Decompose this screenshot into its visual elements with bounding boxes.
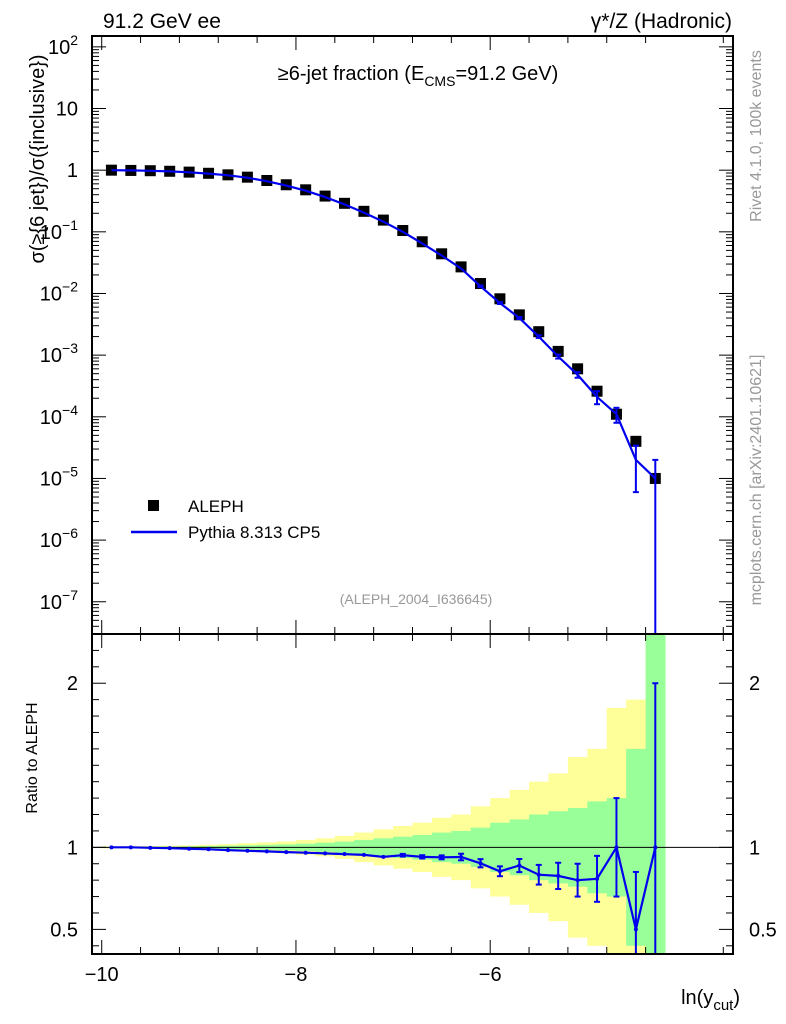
y-tick-label: 102	[48, 32, 78, 59]
pythia-line	[111, 169, 657, 480]
aleph-data-point	[494, 293, 506, 305]
ratio-y-tick-label-right: 2	[749, 673, 760, 695]
main-y-axis-label: σ(≥{6 jet})/σ({inclusive})	[27, 54, 49, 263]
legend-aleph-marker	[148, 500, 159, 511]
aleph-data-point	[630, 435, 642, 447]
ratio-y-tick-label: 2	[67, 673, 78, 695]
pythia-ratio-point	[128, 845, 133, 850]
aleph-data-point	[377, 214, 389, 226]
aleph-data-point	[436, 248, 448, 260]
ratio-y-tick-label: 0.5	[50, 919, 78, 941]
aleph-data-point	[533, 326, 545, 338]
aleph-data-point	[397, 225, 409, 237]
aleph-data-point	[474, 278, 486, 290]
aleph-data-point	[552, 345, 564, 357]
aleph-data-point	[416, 236, 428, 248]
y-tick-label: 10−7	[40, 587, 78, 614]
y-tick-label: 10−4	[40, 402, 78, 429]
rivet-label: Rivet 4.1.0, 100k events	[748, 50, 765, 222]
axes: −10 −8 −6 102 10 1 10−1 10−2 10−3 10−4 10−5 10−6 10−…	[40, 32, 777, 986]
pythia-ratio-point	[361, 852, 366, 857]
pythia-ratio-point	[303, 850, 308, 855]
pythia-ratio-point	[148, 845, 153, 850]
series-layer	[105, 164, 661, 954]
y-tick-label: 10	[56, 99, 78, 121]
y-tick-label: 1	[67, 160, 78, 182]
plot-title: ≥6-jet fraction (ECMS=91.2 GeV)	[278, 63, 559, 89]
ratio-y-tick-label-right: 0.5	[749, 919, 777, 941]
legend-pythia-label: Pythia 8.313 CP5	[188, 523, 320, 542]
pythia-ratio-point	[264, 849, 269, 854]
pythia-ratio-point	[167, 846, 172, 851]
ratio-y-tick-label: 1	[67, 837, 78, 859]
pythia-ratio-point	[225, 848, 230, 853]
legend: ALEPH Pythia 8.313 CP5	[131, 497, 320, 542]
pythia-ratio-point	[245, 848, 250, 853]
aleph-data-point	[513, 309, 525, 321]
pythia-ratio-point	[109, 845, 114, 850]
header-left: 91.2 GeV ee	[103, 10, 221, 33]
x-tick-label: −8	[285, 964, 308, 986]
ratio-y-axis-label: Ratio to ALEPH	[24, 702, 41, 813]
header-right: γ*/Z (Hadronic)	[591, 10, 732, 33]
pythia-ratio-point	[284, 850, 289, 855]
legend-aleph-label: ALEPH	[188, 497, 244, 516]
y-tick-label: 10−5	[40, 463, 78, 490]
aleph-data-point	[572, 363, 584, 375]
y-tick-label: 10−1	[40, 217, 78, 244]
y-tick-label: 10−2	[40, 278, 78, 305]
pythia-ratio-point	[342, 852, 347, 857]
mcplots-label: mcplots.cern.ch [arXiv:2401.10621]	[748, 355, 765, 606]
analysis-tag: (ALEPH_2004_I636645)	[340, 591, 493, 607]
ratio-y-tick-label-right: 1	[749, 837, 760, 859]
y-tick-label: 10−3	[40, 340, 78, 367]
aleph-data-point	[358, 205, 370, 217]
x-tick-label: −6	[479, 964, 502, 986]
x-axis-label: ln(ycut)	[681, 987, 740, 1014]
pythia-ratio-point	[381, 854, 386, 859]
x-tick-label: −10	[85, 964, 119, 986]
pythia-ratio-point	[206, 847, 211, 852]
y-tick-label: 10−6	[40, 525, 78, 552]
pythia-ratio-point	[323, 851, 328, 856]
pythia-ratio-point	[187, 846, 192, 851]
aleph-data-point	[455, 261, 467, 273]
